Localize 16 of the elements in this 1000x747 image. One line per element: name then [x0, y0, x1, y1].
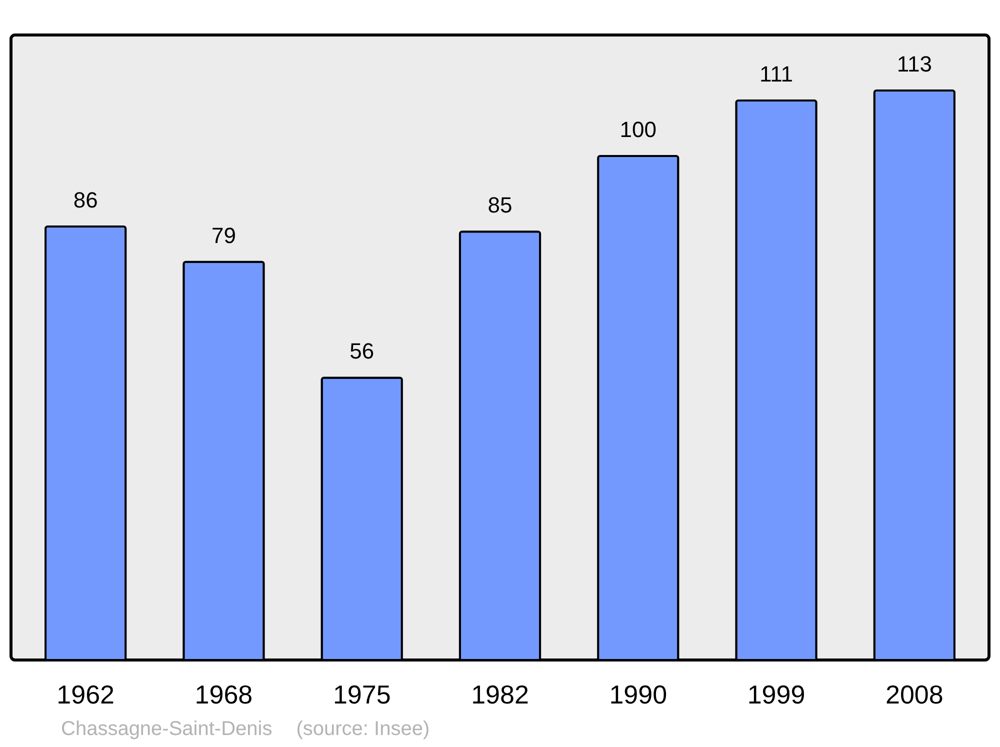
data-label: 79 — [211, 222, 236, 248]
data-label: 56 — [350, 338, 374, 364]
x-tick-label: 1975 — [332, 680, 391, 710]
x-tick-label: 1982 — [471, 680, 529, 710]
text: (source: Insee) — [296, 718, 430, 740]
text: Chassagne-Saint-Denis — [61, 718, 272, 740]
data-label: 86 — [73, 188, 98, 213]
x-tick-label: 2008 — [885, 680, 944, 710]
data-label: 100 — [620, 116, 656, 142]
x-tick-label: 1990 — [609, 680, 668, 710]
x-tick-label: 1968 — [194, 680, 253, 710]
x-tick-label: 1999 — [747, 680, 806, 710]
data-label: 85 — [488, 192, 512, 218]
x-tick-label: 1962 — [56, 680, 115, 710]
data-label: 111 — [760, 62, 793, 87]
data-label: 113 — [896, 51, 932, 76]
